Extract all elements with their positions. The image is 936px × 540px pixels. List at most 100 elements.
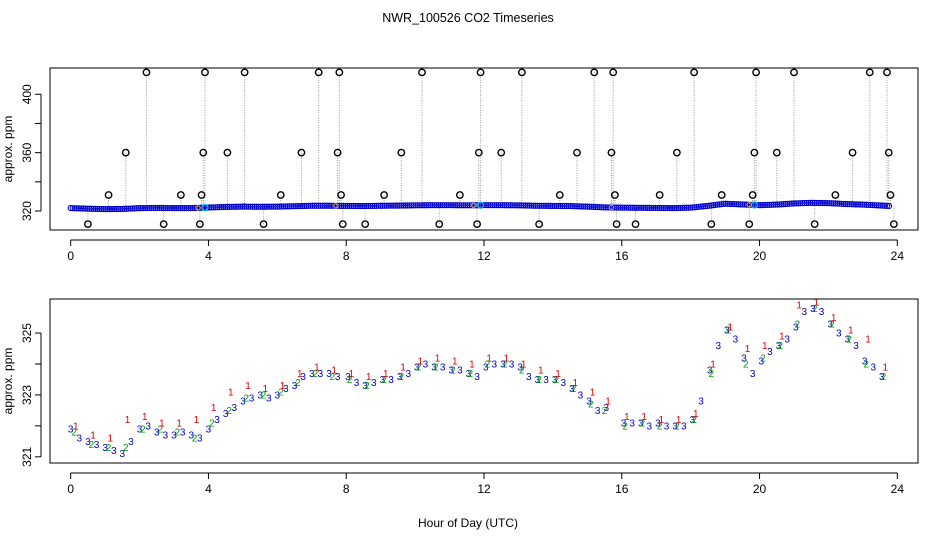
raw-point	[491, 202, 498, 209]
raw-point	[437, 202, 444, 209]
outlier-point	[223, 148, 232, 157]
outlier-point	[197, 191, 206, 199]
raw-point	[575, 203, 583, 210]
averaged-point-3: 3	[853, 341, 859, 352]
raw-point	[569, 203, 576, 210]
averaged-point-2: 2	[295, 378, 301, 389]
raw-point	[602, 204, 610, 211]
raw-point	[135, 205, 142, 212]
raw-point	[536, 202, 543, 209]
outlier-point	[612, 220, 621, 229]
raw-point	[94, 205, 101, 213]
raw-point	[776, 201, 783, 208]
raw-point	[251, 203, 258, 210]
raw-point	[129, 205, 136, 212]
raw-point	[90, 205, 97, 212]
outlier-point	[159, 220, 168, 229]
averaged-point-3: 3	[638, 418, 644, 429]
raw-point	[146, 204, 153, 212]
outlier-point	[455, 191, 464, 199]
raw-point	[340, 202, 347, 209]
averaged-point-3: 3	[758, 356, 764, 367]
averaged-point-1: 1	[779, 332, 785, 343]
raw-point	[867, 201, 874, 209]
raw-point	[633, 204, 641, 211]
outlier-point	[707, 220, 716, 229]
averaged-point-3: 3	[214, 415, 220, 426]
raw-point	[770, 201, 777, 208]
averaged-point-3: 3	[681, 421, 687, 432]
raw-point	[313, 202, 320, 209]
raw-point	[369, 202, 376, 210]
averaged-point-3: 3	[483, 363, 489, 374]
raw-point	[334, 202, 341, 209]
outlier-point	[610, 191, 619, 199]
averaged-point-3: 3	[128, 437, 134, 448]
raw-point	[875, 202, 882, 209]
raw-point	[125, 205, 132, 212]
raw-point	[189, 204, 196, 212]
raw-point	[520, 202, 527, 209]
raw-point	[435, 202, 442, 209]
raw-point	[115, 205, 122, 213]
raw-point-orange	[608, 204, 615, 211]
raw-point	[683, 204, 690, 211]
raw-point	[319, 202, 326, 209]
averaged-point-1: 1	[469, 359, 475, 370]
raw-point	[807, 199, 814, 206]
averaged-point-3: 3	[423, 359, 429, 370]
averaged-point-1: 1	[211, 403, 217, 414]
raw-point	[573, 203, 581, 210]
averaged-point-3: 3	[474, 372, 480, 383]
averaged-x-tick-label: 12	[477, 482, 491, 496]
outlier-point	[607, 148, 616, 157]
averaged-point-2: 2	[554, 375, 560, 386]
averaged-point-3: 3	[836, 329, 842, 340]
raw-point	[323, 202, 331, 209]
raw-point	[658, 204, 665, 212]
raw-point	[276, 203, 283, 210]
raw-point	[485, 202, 492, 209]
raw-point	[768, 201, 775, 208]
raw-point	[187, 205, 194, 212]
raw-point	[487, 202, 494, 209]
outlier-point	[380, 191, 389, 199]
averaged-point-2: 2	[347, 375, 353, 386]
raw-point	[724, 200, 731, 207]
outlier-point	[865, 68, 874, 77]
averaged-point-2: 2	[760, 353, 766, 364]
raw-point	[850, 201, 858, 208]
raw-x-tick-label: 0	[67, 249, 74, 263]
raw-point	[823, 200, 831, 207]
raw-point	[604, 204, 612, 211]
raw-point	[197, 204, 204, 211]
averaged-point-2: 2	[399, 372, 405, 383]
raw-x-tick-label: 8	[343, 249, 350, 263]
raw-point	[813, 199, 820, 207]
averaged-point-3: 3	[76, 434, 82, 445]
averaged-point-2: 2	[846, 335, 852, 346]
raw-point	[704, 202, 711, 210]
averaged-point-1: 1	[125, 415, 131, 426]
raw-point	[303, 202, 310, 210]
raw-point	[443, 202, 450, 209]
raw-point	[365, 202, 372, 210]
averaged-point-2: 2	[226, 406, 232, 417]
averaged-point-3: 3	[810, 304, 816, 315]
raw-point	[772, 201, 779, 208]
averaged-point-2: 2	[812, 304, 818, 315]
raw-point	[342, 202, 349, 210]
raw-point	[551, 202, 558, 210]
raw-point	[631, 204, 638, 211]
raw-point	[301, 202, 308, 210]
raw-point	[826, 200, 833, 207]
raw-point	[662, 204, 669, 212]
raw-point	[809, 199, 816, 206]
raw-point	[472, 202, 479, 209]
raw-point	[803, 199, 810, 207]
raw-point	[542, 202, 550, 209]
raw-point	[722, 200, 729, 207]
raw-point	[873, 202, 880, 209]
raw-point	[441, 202, 448, 209]
averaged-point-3: 3	[629, 418, 635, 429]
